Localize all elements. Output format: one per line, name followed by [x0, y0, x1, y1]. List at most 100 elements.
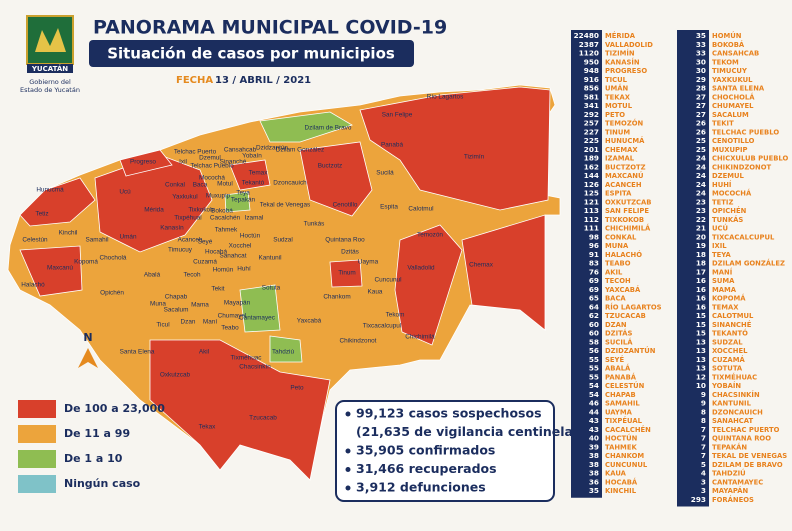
municipality-name: DZITÁS	[605, 329, 632, 338]
case-count: 2387	[579, 40, 599, 49]
case-count: 125	[584, 189, 599, 198]
municipality-name: IZAMAL	[605, 155, 635, 163]
municipality-name: DZEMUL	[712, 172, 744, 180]
case-count: 189	[584, 154, 599, 163]
case-count: 55	[589, 355, 599, 364]
municipality-label: Calotmul	[408, 206, 433, 213]
municipality-label: Tekax	[199, 424, 216, 431]
municipality-name: SOTUTA	[712, 365, 743, 373]
case-count: 16	[696, 285, 706, 294]
municipality-name: OPICHÉN	[712, 206, 747, 215]
municipality-name: KANASÍN	[605, 57, 640, 66]
case-count: 40	[589, 434, 599, 443]
municipality-label: Yaxkukul	[172, 194, 197, 201]
municipality-name: MANÍ	[712, 267, 733, 276]
municipality-name: DZIDZANTÚN	[605, 346, 656, 355]
municipality-label: Cuzamá	[193, 259, 217, 266]
count-column	[677, 30, 709, 507]
logo-name: YUCATÁN	[31, 64, 68, 73]
municipality-name: MAMA	[712, 286, 737, 294]
case-count: 17	[696, 267, 706, 276]
case-count: 13	[696, 364, 706, 373]
municipality-name: PETO	[605, 111, 625, 119]
municipality-label: Kaua	[368, 289, 383, 296]
north-label: N	[83, 331, 92, 344]
municipality-high	[394, 224, 463, 346]
case-count: 3	[701, 486, 706, 495]
summary-item: (21,635 de vigilancia centinela)	[356, 424, 579, 439]
case-count: 24	[696, 189, 706, 198]
municipality-high	[229, 159, 271, 191]
case-count: 3	[701, 477, 706, 486]
municipality-low	[224, 191, 251, 213]
municipality-name: CUZAMÁ	[712, 355, 745, 364]
legend-label: Ningún caso	[64, 477, 141, 490]
municipality-name: TEKANTÓ	[712, 329, 748, 338]
municipality-name: TIZIMÍN	[605, 49, 635, 58]
municipality-label: Kantunil	[258, 255, 281, 262]
case-count: 55	[589, 372, 599, 381]
municipality-label: Mérida	[144, 207, 164, 214]
municipality-label: Cenotillo	[333, 202, 358, 209]
case-count: 257	[584, 119, 599, 128]
municipality-high	[119, 149, 173, 177]
case-count: 54	[589, 390, 599, 399]
municipality-name: MOTUL	[605, 102, 633, 110]
municipality-label: Tixméhuac	[230, 355, 262, 362]
municipality-label: Oxkutzcab	[160, 372, 191, 379]
case-count: 54	[589, 381, 599, 390]
municipality-name: BACA	[605, 295, 626, 303]
municipality-label: Dzidzantún	[256, 145, 288, 152]
municipality-label: Sudzal	[273, 237, 293, 244]
legend-swatch	[18, 475, 56, 493]
municipality-label: Tixpéhual	[174, 215, 201, 222]
municipality-name: CHANKOM	[605, 452, 644, 460]
municipality-name: TAHDZIÚ	[712, 469, 746, 478]
municipality-label: Bokobá	[211, 208, 233, 215]
case-count: 7	[701, 434, 706, 443]
case-count: 27	[696, 92, 706, 101]
municipality-name: MÉRIDA	[605, 31, 636, 40]
case-count: 162	[584, 162, 599, 171]
case-count: 98	[589, 232, 599, 241]
municipality-name: MUXUPIP	[712, 146, 748, 154]
municipality-name: TIXCACALCUPUL	[712, 233, 775, 241]
case-count: 5	[701, 460, 706, 469]
municipality-name: PANABÁ	[605, 372, 637, 381]
case-count: 16	[696, 302, 706, 311]
municipality-label: Quintana Roo	[325, 237, 365, 244]
logo-caption: Gobierno del	[29, 78, 71, 86]
municipality-label: Izamal	[245, 215, 264, 222]
case-count: 225	[584, 136, 599, 145]
municipality-name: SAMAHIL	[605, 400, 640, 408]
municipality-name: CACALCHÉN	[605, 425, 651, 434]
municipality-name: TIMUCUY	[712, 67, 747, 75]
case-count: 69	[589, 285, 599, 294]
case-count: 69	[589, 276, 599, 285]
municipality-name: DZONCAUICH	[712, 408, 763, 416]
north-arrow	[78, 348, 98, 368]
municipality-label: Tecoh	[183, 272, 200, 279]
summary-item: 31,466 recuperados	[356, 461, 497, 476]
municipality-name: TEYA	[712, 251, 732, 259]
municipality-label: Umán	[119, 234, 136, 241]
municipality-label: Chacsinkín	[239, 364, 271, 371]
municipality-name: TELCHAC PUEBLO	[712, 128, 779, 136]
municipality-label: Muna	[150, 301, 166, 308]
summary-bullet	[345, 411, 351, 417]
municipality-name: TIXPÉUAL	[605, 416, 643, 425]
municipality-label: Dzilam González	[276, 147, 324, 154]
municipality-high	[329, 259, 363, 288]
municipality-name: MAXCANÚ	[605, 171, 643, 180]
case-count: 20	[696, 232, 706, 241]
case-count: 7	[701, 442, 706, 451]
municipality-label: Telchac Pueblo	[190, 163, 234, 170]
case-count: 856	[584, 84, 599, 93]
municipality-name: MUNA	[605, 242, 629, 250]
municipality-name: HOCTÚN	[605, 434, 638, 443]
municipality-label: Halachó	[21, 282, 45, 289]
municipality-label: Teya	[236, 190, 250, 197]
municipality-name: CANTAMAYEC	[712, 478, 763, 486]
municipality-label: Tixcacalcupul	[363, 323, 401, 330]
municipality-label: Tekom	[386, 312, 405, 319]
